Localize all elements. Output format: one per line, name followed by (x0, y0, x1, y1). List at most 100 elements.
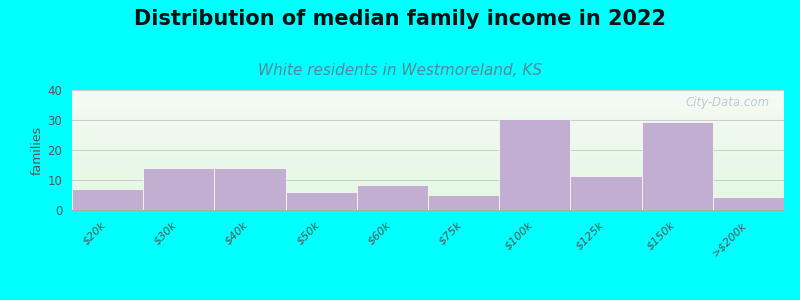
Bar (72, 174, 784, 175)
Bar (72, 187, 784, 188)
Bar (72, 133, 784, 134)
Bar (72, 109, 784, 110)
Bar (72, 106, 784, 107)
Bar (72, 183, 784, 184)
Bar (72, 96, 784, 97)
Bar (72, 160, 784, 161)
Bar (72, 135, 784, 136)
Bar (72, 180, 784, 181)
Bar (72, 123, 784, 124)
Bar (72, 134, 784, 135)
Bar (499, 118, 570, 210)
Bar (72, 114, 784, 115)
Bar (72, 181, 784, 182)
Bar (72, 108, 784, 109)
Bar (72, 117, 784, 118)
Bar (72, 122, 784, 123)
Bar (72, 164, 784, 165)
Bar (72, 111, 784, 112)
Bar (72, 100, 784, 101)
Bar (72, 189, 143, 210)
Bar (72, 152, 784, 153)
Bar (72, 199, 784, 200)
Bar (286, 192, 357, 210)
Bar (214, 168, 286, 210)
Bar (72, 162, 784, 163)
Bar (72, 125, 784, 126)
Bar (72, 169, 784, 170)
Bar (72, 166, 784, 167)
Bar (72, 104, 784, 105)
Bar (72, 203, 784, 204)
Bar (72, 188, 784, 189)
Bar (72, 142, 784, 143)
Bar (72, 168, 784, 169)
Bar (72, 146, 784, 147)
Bar (72, 156, 784, 157)
Bar (72, 137, 784, 138)
Bar (72, 154, 784, 155)
Bar (72, 192, 784, 193)
Bar (72, 110, 784, 111)
Bar (72, 91, 784, 92)
Bar (72, 167, 784, 168)
Bar (72, 171, 784, 172)
Bar (72, 148, 784, 149)
Bar (72, 176, 784, 177)
Bar (72, 93, 784, 94)
Bar (72, 132, 784, 133)
Text: White residents in Westmoreland, KS: White residents in Westmoreland, KS (258, 63, 542, 78)
Bar (143, 168, 214, 210)
Bar (72, 207, 784, 208)
Bar (72, 204, 784, 205)
Bar (72, 112, 784, 113)
Bar (72, 163, 784, 164)
Bar (72, 118, 784, 119)
Bar (72, 175, 784, 176)
Y-axis label: families: families (30, 125, 43, 175)
Bar (72, 149, 784, 150)
Bar (72, 90, 784, 91)
Bar (72, 128, 784, 129)
Bar (72, 193, 784, 194)
Bar (72, 177, 784, 178)
Bar (72, 184, 784, 185)
Bar (72, 198, 784, 199)
Bar (72, 107, 784, 108)
Bar (72, 200, 784, 201)
Bar (72, 124, 784, 125)
Bar (72, 103, 784, 104)
Bar (72, 129, 784, 130)
Bar (72, 150, 784, 151)
Bar (357, 184, 428, 210)
Bar (428, 195, 499, 210)
Bar (72, 105, 784, 106)
Bar (72, 170, 784, 171)
Bar (72, 206, 784, 207)
Bar (72, 178, 784, 179)
Bar (72, 138, 784, 139)
Bar (72, 97, 784, 98)
Bar (72, 194, 784, 195)
Bar (72, 155, 784, 156)
Bar (72, 92, 784, 93)
Bar (642, 122, 713, 210)
Bar (72, 120, 784, 121)
Bar (72, 140, 784, 141)
Bar (72, 119, 784, 120)
Bar (72, 173, 784, 174)
Bar (570, 176, 642, 210)
Bar (72, 205, 784, 206)
Bar (72, 98, 784, 99)
Bar (72, 179, 784, 180)
Bar (72, 186, 784, 187)
Bar (72, 151, 784, 152)
Bar (72, 95, 784, 96)
Text: City-Data.com: City-Data.com (686, 96, 770, 109)
Bar (72, 99, 784, 100)
Bar (72, 101, 784, 102)
Bar (72, 141, 784, 142)
Text: Distribution of median family income in 2022: Distribution of median family income in … (134, 9, 666, 29)
Bar (72, 121, 784, 122)
Bar (72, 144, 784, 145)
